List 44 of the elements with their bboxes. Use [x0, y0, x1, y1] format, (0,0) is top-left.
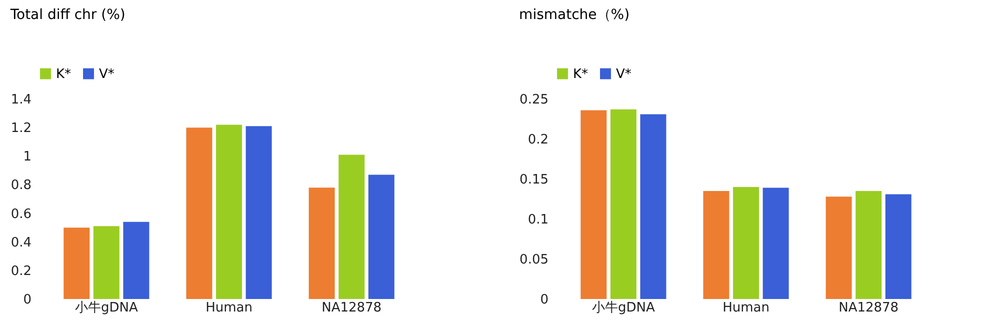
- x-tick-label: NA12878: [322, 300, 382, 316]
- bar: [93, 226, 120, 299]
- x-tick-label: 小牛gDNA: [74, 300, 138, 316]
- bar: [186, 128, 212, 299]
- legend-label: V*: [616, 66, 632, 82]
- y-tick-label: 0.2: [528, 132, 548, 148]
- chart-title: mismatche（%): [519, 7, 630, 23]
- y-tick-label: 0.6: [10, 206, 32, 222]
- bar: [368, 174, 394, 299]
- bar: [610, 109, 636, 299]
- legend-label: V*: [99, 66, 115, 82]
- y-tick-label: 1.4: [10, 92, 32, 108]
- y-tick-label: 0.8: [10, 178, 32, 194]
- chart-title: Total diff chr (%): [9, 7, 126, 23]
- y-tick-label: 0: [540, 292, 548, 308]
- y-tick-label: 0.15: [520, 172, 548, 188]
- bar: [308, 188, 335, 299]
- bar: [885, 194, 912, 299]
- legend-label: K*: [573, 66, 589, 82]
- x-tick-label: 小牛gDNA: [592, 300, 655, 316]
- bar: [216, 124, 242, 299]
- y-tick-label: 1.2: [10, 121, 32, 136]
- bar: [826, 196, 852, 299]
- bar: [123, 222, 150, 299]
- y-tick-label: 1: [23, 150, 32, 165]
- bar: [762, 188, 789, 299]
- y-tick-label: 0: [23, 292, 32, 308]
- y-tick-label: 0.05: [520, 252, 548, 268]
- bar: [640, 114, 666, 299]
- x-tick-label: Human: [722, 300, 770, 316]
- y-tick-label: 0.1: [528, 212, 548, 228]
- bar: [338, 154, 365, 299]
- bar: [703, 191, 730, 299]
- bar: [580, 110, 607, 299]
- bar: [733, 187, 759, 299]
- y-tick-label: 0.4: [10, 235, 32, 250]
- legend-label: K*: [56, 66, 72, 82]
- y-tick-label: 0.25: [520, 92, 548, 108]
- x-tick-label: Human: [206, 300, 252, 316]
- bar: [246, 126, 272, 299]
- bar: [64, 228, 90, 299]
- y-tick-label: 0.2: [10, 264, 32, 279]
- x-tick-label: NA12878: [838, 300, 899, 316]
- bar: [856, 191, 882, 299]
